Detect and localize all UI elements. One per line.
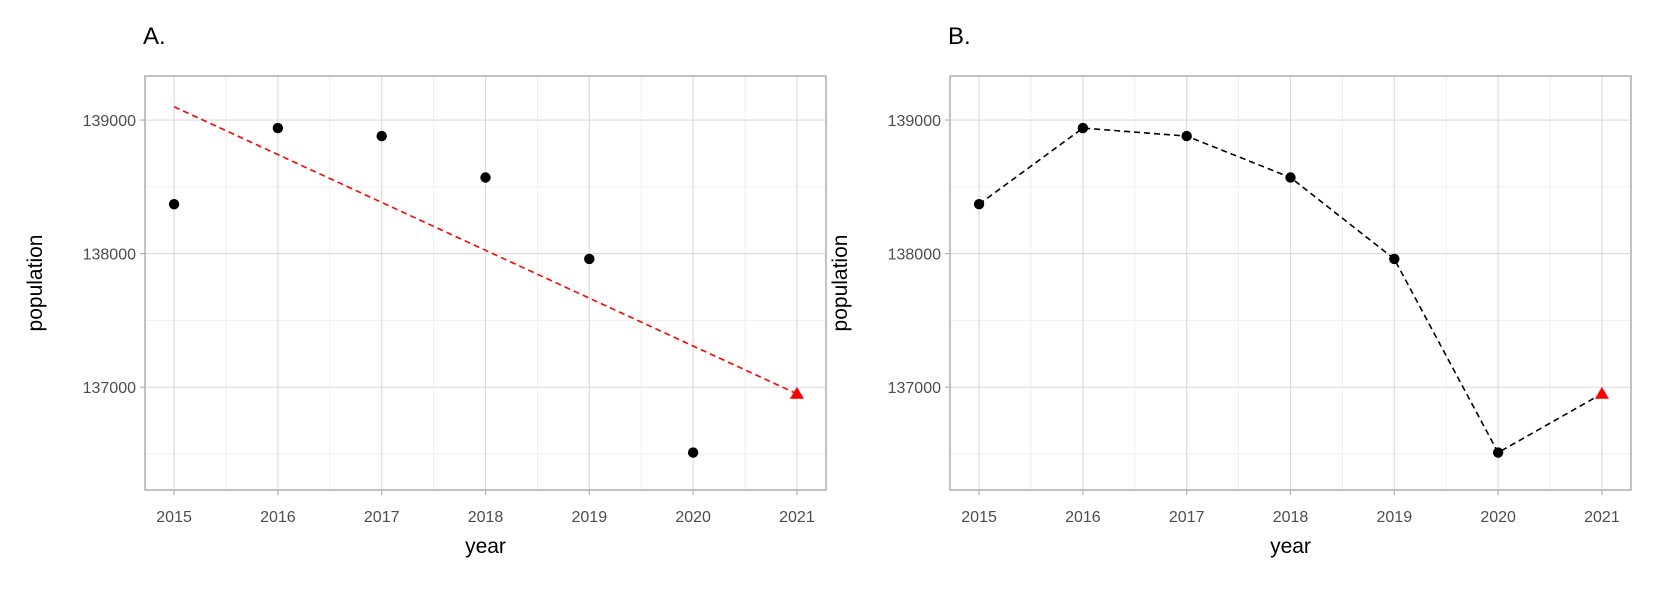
data-point [1389,253,1400,265]
data-point [687,447,699,458]
x-tick-label: 2020 [675,509,711,526]
x-tick-label: 2019 [1377,509,1413,526]
x-tick-label: 2017 [364,509,400,526]
data-point [1077,122,1089,134]
y-tick-label: 138000 [83,247,136,264]
y-axis-label: population [24,235,47,332]
x-tick-label: 2018 [1273,509,1309,526]
x-axis-label: year [465,535,506,558]
chart-panel-b: 2015 2016 2017 2018 2019 2020 2021 137000 138000… [829,23,1632,558]
data-point [376,130,387,142]
x-tick-label: 2018 [468,509,504,526]
y-tick-label: 138000 [888,247,941,264]
y-tick-label: 139000 [83,113,136,130]
data-point [973,199,985,210]
x-axis-label: year [1270,535,1311,558]
x-tick-label: 2016 [260,509,296,526]
forecast-point [789,386,804,399]
x-tick-label: 2020 [1480,509,1516,526]
y-tick-label: 137000 [888,380,941,397]
data-point [272,122,284,134]
chart-panel-a: 2015 2016 2017 2018 2019 2020 2021 137000 138000… [24,23,827,558]
y-tick-label: 139000 [888,113,941,130]
data-point [1181,130,1192,142]
y-axis-label: population [829,235,852,332]
panel-title: A. [143,23,166,50]
x-tick-label: 2021 [779,509,815,526]
x-tick-label: 2021 [1584,509,1620,526]
x-tick-label: 2015 [156,509,192,526]
data-point [480,172,491,183]
x-tick-label: 2019 [572,509,608,526]
data-point [1285,172,1296,183]
data-point [584,253,595,265]
x-tick-label: 2015 [961,509,997,526]
data-point [168,199,180,210]
y-tick-label: 137000 [83,380,136,397]
data-point [1492,447,1504,458]
trend-line [173,105,798,395]
forecast-point [1594,386,1609,399]
x-tick-label: 2017 [1169,509,1205,526]
x-tick-label: 2016 [1065,509,1101,526]
panel-title: B. [948,23,971,50]
